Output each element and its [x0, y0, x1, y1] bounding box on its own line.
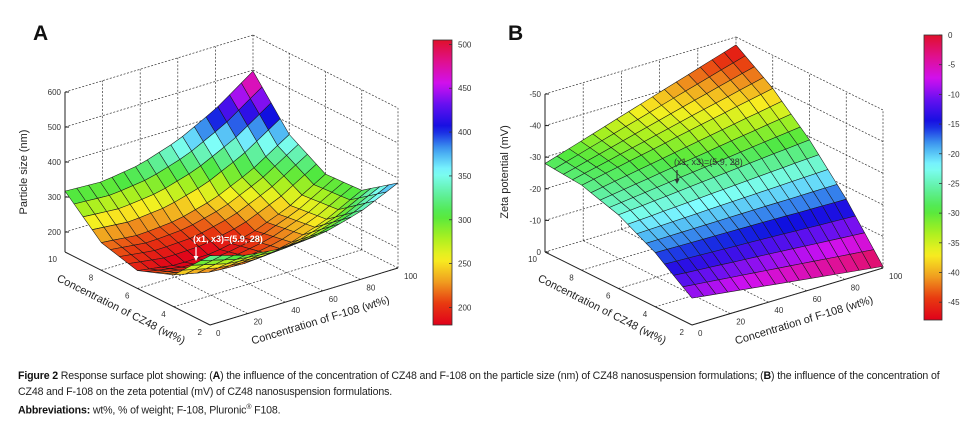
- colorbar-tick-label: 400: [458, 128, 472, 137]
- x-tick-label: 2: [680, 328, 685, 337]
- colorbar-tick-label: 300: [458, 216, 472, 225]
- colorbar-tick-label: -5: [948, 61, 956, 70]
- abbreviations-text: wt%, % of weight; F-108, Pluronic: [90, 404, 247, 417]
- z-tick-label: 0: [537, 248, 542, 257]
- y-axis-label: Concentration of F-108 (wt%): [734, 294, 875, 347]
- optimum-annotation: (x1, x3)=(5.9, 28): [193, 234, 263, 244]
- y-tick-label: 60: [813, 295, 822, 304]
- abbreviations: Abbreviations: wt%, % of weight; F-108, …: [18, 400, 963, 419]
- y-axis-line: [691, 267, 884, 326]
- floor-gridline: [173, 249, 362, 308]
- z-tick-label: 400: [48, 158, 62, 167]
- z-tick-label: -40: [529, 122, 541, 131]
- colorbar-tick-label: -25: [948, 179, 960, 188]
- surface-patch: [200, 255, 223, 261]
- z-tick-label: 200: [48, 228, 62, 237]
- y-tick-label: 40: [774, 306, 783, 315]
- panel-letter: A: [33, 22, 48, 45]
- colorbar-tick-label: -15: [948, 120, 960, 129]
- z-tick-label: -20: [529, 185, 541, 194]
- z-tick-label: 600: [48, 88, 62, 97]
- surface-patch: [682, 284, 705, 299]
- wall-gridline: [252, 69, 399, 144]
- y-tick-label: 80: [366, 283, 375, 292]
- caption-part: ) the influence of the concentration of …: [220, 370, 764, 382]
- floor-gridline: [102, 240, 248, 314]
- caption-part: ) the influence of the concentration of …: [18, 370, 940, 398]
- x-tick-label: 2: [198, 328, 203, 337]
- colorbar-tick-label: -30: [948, 209, 960, 218]
- y-tick-label: 80: [851, 283, 860, 292]
- x-axis-line: [64, 251, 211, 326]
- caption-part: Response surface plot showing: (: [58, 370, 213, 382]
- z-tick-label: -10: [529, 216, 541, 225]
- x-tick-label: 6: [125, 292, 130, 301]
- x-tick-label: 4: [643, 310, 648, 319]
- z-tick-label: 300: [48, 193, 62, 202]
- x-tick-label: 6: [606, 292, 611, 301]
- x-axis-label: Concentration of CZ48 (wt%): [536, 273, 668, 347]
- annotation-arrowhead-icon: [193, 256, 199, 261]
- y-tick-label: 0: [216, 329, 221, 338]
- x-tick-label: 8: [89, 273, 94, 282]
- figure-number: Figure 2: [18, 370, 59, 382]
- x-tick-label: 10: [528, 255, 537, 264]
- wall-gridline: [544, 36, 737, 95]
- x-tick-label: 10: [48, 255, 57, 264]
- colorbar-tick-label: -40: [948, 269, 960, 278]
- colorbar: [432, 39, 453, 326]
- registered-mark: ®: [246, 404, 252, 411]
- z-tick-label: -30: [529, 153, 541, 162]
- response-surface: [544, 44, 884, 299]
- caption-panel-ref-b: B: [763, 370, 772, 382]
- colorbar-tick-label: 0: [948, 31, 953, 40]
- abbreviations-label: Abbreviations:: [18, 404, 91, 417]
- y-tick-label: 20: [254, 318, 263, 327]
- colorbar: [923, 34, 943, 321]
- annotation-arrowhead-icon: [674, 179, 680, 184]
- y-axis-line: [209, 267, 399, 326]
- wall-gridline: [64, 69, 254, 128]
- y-tick-label: 60: [329, 295, 338, 304]
- panel-letter: B: [508, 22, 523, 45]
- x-axis-line: [544, 251, 693, 326]
- colorbar-tick-label: 200: [458, 303, 472, 312]
- wall-gridline: [64, 34, 254, 93]
- y-tick-label: 20: [736, 318, 745, 327]
- colorbar-tick-label: 450: [458, 84, 472, 93]
- y-tick-label: 40: [291, 306, 300, 315]
- caption-panel-ref-a: A: [212, 370, 221, 382]
- optimum-annotation: (x1, x3)=(5.9, 28): [674, 157, 743, 167]
- abbreviations-text-end: F108.: [251, 404, 281, 417]
- y-tick-label: 100: [889, 272, 903, 281]
- colorbar-tick-label: 500: [458, 40, 472, 49]
- caption-text: Figure 2 Response surface plot showing: …: [18, 368, 963, 400]
- x-tick-label: 4: [161, 310, 166, 319]
- figure-caption: Figure 2 Response surface plot showing: …: [18, 368, 963, 419]
- y-tick-label: 0: [698, 329, 703, 338]
- colorbar-tick-label: -35: [948, 239, 960, 248]
- colorbar-tick-label: -45: [948, 298, 960, 307]
- z-tick-label: 500: [48, 123, 62, 132]
- y-axis-label: Concentration of F-108 (wt%): [250, 294, 391, 347]
- response-surface: [64, 70, 399, 276]
- x-axis-label: Concentration of CZ48 (wt%): [55, 273, 187, 347]
- colorbar-tick-label: -20: [948, 150, 960, 159]
- colorbar-tick-label: 250: [458, 260, 472, 269]
- z-axis-label: Zeta potential (mV): [499, 125, 511, 219]
- x-tick-label: 8: [569, 273, 574, 282]
- y-tick-label: 100: [404, 272, 418, 281]
- z-tick-label: -50: [529, 90, 541, 99]
- colorbar-tick-label: 350: [458, 172, 472, 181]
- colorbar-tick-label: -10: [948, 90, 960, 99]
- z-axis-label: Particle size (nm): [18, 130, 30, 215]
